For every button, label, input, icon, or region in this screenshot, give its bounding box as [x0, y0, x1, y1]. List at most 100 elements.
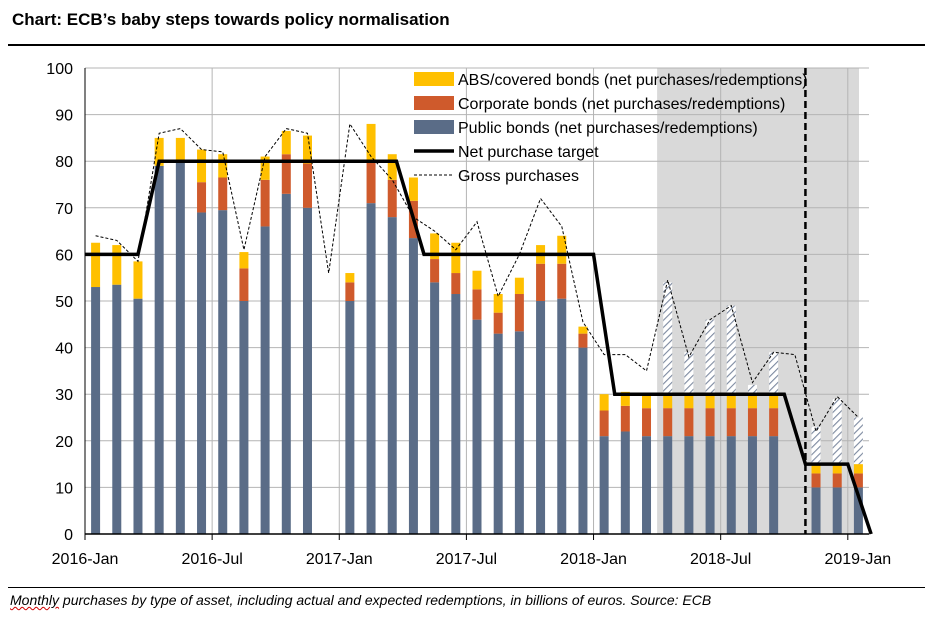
bar-public-bonds — [853, 487, 863, 534]
x-tick-label: 2016-Jul — [181, 551, 242, 568]
bar-public-bonds — [536, 301, 546, 534]
bar-abs-covered-bonds — [832, 464, 842, 474]
bar-public-bonds — [430, 282, 440, 534]
y-tick-label: 0 — [64, 527, 73, 544]
bar-corporate-bonds — [747, 408, 757, 437]
bar-corporate-bonds — [599, 410, 609, 437]
bar-abs-covered-bonds — [726, 394, 736, 409]
y-tick-label: 70 — [55, 201, 73, 218]
bar-public-bonds — [281, 193, 291, 534]
bar-public-bonds — [726, 436, 736, 534]
bar-abs-covered-bonds — [747, 394, 757, 409]
bar-corporate-bonds — [620, 405, 630, 432]
bar-public-bonds — [620, 431, 630, 534]
bar-public-bonds — [175, 161, 185, 534]
bar-abs-covered-bonds — [91, 242, 101, 288]
bar-abs-covered-bonds — [387, 154, 397, 180]
y-tick-label: 10 — [55, 480, 73, 497]
bar-public-bonds — [493, 333, 503, 534]
bar-corporate-bonds — [430, 259, 440, 283]
bar-corporate-bonds — [811, 473, 821, 488]
bar-abs-covered-bonds — [430, 233, 440, 260]
bar-corporate-bonds — [239, 268, 249, 301]
bar-abs-covered-bonds — [811, 464, 821, 474]
bar-abs-covered-bonds — [514, 277, 524, 295]
bar-public-bonds — [408, 238, 418, 534]
bar-expected-redemptions — [663, 282, 673, 395]
bar-public-bonds — [260, 226, 270, 534]
bar-abs-covered-bonds — [578, 326, 588, 334]
bar-expected-redemptions — [726, 305, 736, 395]
bar-series — [91, 123, 863, 535]
bar-public-bonds — [557, 298, 567, 534]
bar-abs-covered-bonds — [260, 156, 270, 180]
bar-abs-covered-bonds — [663, 394, 673, 409]
bar-public-bonds — [663, 436, 673, 534]
y-tick-label: 80 — [55, 154, 73, 171]
bar-abs-covered-bonds — [366, 123, 376, 162]
title-rule — [8, 44, 925, 46]
bar-public-bonds — [133, 298, 143, 534]
bar-abs-covered-bonds — [769, 394, 779, 409]
legend-label: Corporate bonds (net purchases/redemptio… — [458, 96, 785, 113]
bar-abs-covered-bonds — [705, 394, 715, 409]
bar-abs-covered-bonds — [345, 273, 355, 283]
legend-label: Gross purchases — [458, 168, 579, 185]
bar-expected-redemptions — [705, 319, 715, 395]
bar-public-bonds — [705, 436, 715, 534]
bar-abs-covered-bonds — [281, 130, 291, 155]
bar-corporate-bonds — [493, 312, 503, 334]
bar-abs-covered-bonds — [302, 135, 312, 164]
bar-corporate-bonds — [472, 289, 482, 320]
bar-abs-covered-bonds — [451, 242, 461, 274]
bar-public-bonds — [387, 217, 397, 534]
bar-expected-redemptions — [769, 352, 779, 395]
bar-abs-covered-bonds — [472, 270, 482, 290]
bar-public-bonds — [642, 436, 652, 534]
legend: ABS/covered bonds (net purchases/redempt… — [414, 72, 808, 185]
bar-abs-covered-bonds — [853, 464, 863, 474]
x-tick-label: 2016-Jan — [52, 551, 119, 568]
bar-abs-covered-bonds — [218, 154, 228, 178]
bar-corporate-bonds — [663, 408, 673, 437]
y-tick-label: 40 — [55, 341, 73, 358]
bar-corporate-bonds — [345, 282, 355, 301]
bar-corporate-bonds — [260, 179, 270, 227]
legend-swatch-abs — [414, 72, 454, 86]
bar-public-bonds — [472, 319, 482, 534]
bar-public-bonds — [154, 165, 164, 535]
bar-expected-redemptions — [811, 426, 821, 465]
bar-expected-redemptions — [853, 417, 863, 465]
bar-abs-covered-bonds — [175, 137, 185, 162]
bar-corporate-bonds — [281, 154, 291, 194]
stacked-bar-chart: 0 10 20 30 40 50 60 70 80 90 100 2016-Jan 2016-Jul 20… — [46, 61, 891, 568]
bar-public-bonds — [218, 210, 228, 534]
caption-squiggle-word: Monthly — [10, 592, 60, 608]
bar-public-bonds — [239, 301, 249, 534]
bar-corporate-bonds — [302, 163, 312, 208]
bar-corporate-bonds — [514, 294, 524, 332]
legend-label: ABS/covered bonds (net purchases/redempt… — [458, 72, 808, 89]
bar-abs-covered-bonds — [620, 391, 630, 406]
bar-abs-covered-bonds — [684, 394, 694, 409]
bar-expected-redemptions — [832, 398, 842, 465]
bar-expected-redemptions — [684, 352, 694, 395]
caption-rest: purchases by type of asset, including ac… — [59, 592, 712, 608]
bar-corporate-bonds — [451, 273, 461, 295]
bar-public-bonds — [684, 436, 694, 534]
bar-corporate-bonds — [684, 408, 694, 437]
bar-corporate-bonds — [642, 408, 652, 437]
bar-public-bonds — [366, 203, 376, 534]
bar-public-bonds — [197, 212, 207, 534]
x-tick-label: 2019-Jan — [824, 551, 891, 568]
y-tick-label: 60 — [55, 247, 73, 264]
bar-public-bonds — [112, 284, 122, 534]
bar-expected-redemptions — [747, 384, 757, 395]
bar-public-bonds — [747, 436, 757, 534]
legend-label: Net purchase target — [458, 144, 599, 161]
y-tick-label: 30 — [55, 387, 73, 404]
y-tick-label: 100 — [46, 61, 73, 78]
legend-label: Public bonds (net purchases/redemptions) — [458, 120, 758, 137]
bar-abs-covered-bonds — [112, 245, 122, 285]
bar-public-bonds — [451, 294, 461, 534]
